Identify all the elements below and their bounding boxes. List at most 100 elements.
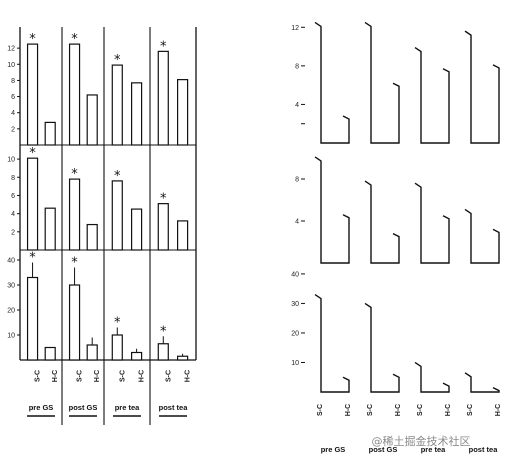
step-outline-panel2-post-gs [364, 180, 400, 264]
left-bar-label-pre-tea-s-c: S-C [119, 370, 126, 382]
significance-star-panel2-post-gs: * [71, 167, 78, 182]
step-outline-panel3-post-tea [464, 372, 500, 393]
left-panel-1-tick-label-10: 10 [7, 62, 15, 69]
right-bar-label-post-tea-h-c: H-C [495, 404, 502, 416]
left-panel-3-tick-label-40: 40 [7, 258, 15, 265]
significance-star-panel3-pre-gs: * [29, 251, 36, 266]
bar-panel1-pre-tea-s-c [111, 64, 123, 146]
bar-panel2-post-tea-h-c [177, 220, 189, 251]
left-bar-label-pre-gs-s-c: S-C [35, 370, 42, 382]
bar-panel3-post-gs-h-c [86, 344, 98, 361]
bar-panel1-pre-gs-s-c [26, 43, 39, 146]
bar-panel3-post-tea-h-c [177, 355, 189, 361]
right-bar-label-post-tea-s-c: S-C [467, 404, 474, 416]
bar-panel3-pre-tea-s-c [111, 334, 123, 361]
significance-star-panel1-pre-gs: * [29, 32, 36, 47]
left-group-label-pre-gs: pre GS [29, 403, 54, 412]
left-panel-2-tick-label-8: 8 [11, 175, 15, 182]
right-group-label-pre-gs: pre GS [321, 445, 346, 454]
left-panel-2-tick-label-10: 10 [7, 157, 15, 164]
left-panel-2-tick-label-6: 6 [11, 193, 15, 200]
bar-panel1-post-gs-h-c [86, 94, 98, 146]
left-panel-3-tick-label-30: 30 [7, 283, 15, 290]
right-panel-3-tick-label-10: 10 [291, 360, 299, 367]
left-bar-chart: 2 4 6 8 10 12 * * * * 2 4 6 8 10 * * * * 10 20 30 40 * * * * S-C H-C… [7, 27, 197, 425]
step-outline-panel3-pre-gs [314, 293, 350, 393]
right-panel-3-tick-label-20: 20 [291, 330, 299, 337]
step-outline-panel1-post-gs [364, 21, 400, 144]
left-panel-3-tick-label-20: 20 [7, 308, 15, 315]
significance-star-panel2-pre-tea: * [114, 169, 121, 184]
bar-panel3-post-tea-s-c [157, 343, 169, 361]
right-panel-1-tick-label-8: 8 [295, 63, 299, 70]
bar-panel2-pre-tea-h-c [131, 208, 143, 251]
left-panel-1-tick-label-8: 8 [11, 78, 15, 85]
step-outline-panel2-pre-gs [314, 156, 350, 264]
bar-panel3-post-gs-s-c [68, 284, 81, 361]
significance-star-panel2-pre-gs: * [29, 146, 36, 161]
significance-star-panel2-post-tea: * [160, 192, 167, 207]
right-group-label-post-gs: post GS [369, 445, 398, 454]
bar-panel1-post-gs-s-c [68, 43, 81, 146]
right-step-chart: 4 8 12 4 8 10 20 30 40 S-C H-C pre GS S-C H-C post GS S… [291, 21, 502, 454]
significance-star-panel1-post-tea: * [160, 39, 167, 54]
bar-panel1-post-tea-s-c [157, 50, 169, 146]
right-panel-1-tick-label-4: 4 [295, 102, 299, 109]
left-bar-label-post-gs-h-c: H-C [94, 370, 101, 382]
right-panel-2-tick-label-4: 4 [295, 219, 299, 226]
significance-star-panel3-pre-tea: * [114, 316, 121, 331]
left-panel-1-tick-label-6: 6 [11, 94, 15, 101]
bar-panel1-pre-gs-h-c [44, 121, 56, 146]
significance-star-panel1-post-gs: * [71, 32, 78, 47]
left-group-label-post-tea: post tea [159, 403, 189, 412]
step-outline-panel1-pre-tea [414, 46, 450, 144]
left-bar-label-pre-tea-h-c: H-C [139, 370, 146, 382]
right-panel-3-tick-label-30: 30 [291, 301, 299, 308]
step-outline-panel1-post-tea [464, 30, 500, 144]
bar-panel3-pre-gs-s-c [26, 276, 39, 361]
bar-panel2-post-gs-h-c [86, 223, 98, 251]
left-panel-2-tick-label-2: 2 [11, 229, 15, 236]
bar-panel3-pre-tea-h-c [131, 351, 143, 361]
left-panel-3-tick-label-10: 10 [7, 333, 15, 340]
left-panel-1-tick-label-12: 12 [7, 46, 15, 53]
step-outline-panel1-pre-gs [314, 21, 350, 144]
left-group-label-post-gs: post GS [69, 403, 98, 412]
step-outline-panel2-pre-tea [414, 182, 450, 264]
significance-star-panel1-pre-tea: * [114, 53, 121, 68]
bar-panel2-pre-tea-s-c [111, 180, 123, 251]
left-bar-label-pre-gs-h-c: H-C [52, 370, 59, 382]
right-panel-1-tick-label-12: 12 [291, 25, 299, 32]
right-panel-3-tick-label-40: 40 [291, 271, 299, 278]
step-outline-panel3-pre-tea [414, 361, 450, 393]
bar-panel2-pre-gs-h-c [44, 207, 56, 251]
left-group-label-pre-tea: pre tea [115, 403, 140, 412]
left-panel-1-tick-label-4: 4 [11, 110, 15, 117]
right-bar-label-pre-tea-s-c: S-C [417, 404, 424, 416]
watermark-text: @稀土掘金技术社区 [372, 434, 471, 448]
right-bar-label-post-gs-h-c: H-C [395, 404, 402, 416]
right-group-label-post-tea: post tea [469, 445, 499, 454]
left-bar-label-post-gs-s-c: S-C [77, 370, 84, 382]
significance-star-panel3-post-tea: * [160, 324, 167, 339]
bar-panel2-post-gs-s-c [68, 178, 81, 251]
right-panel-2-tick-label-8: 8 [295, 177, 299, 184]
left-bar-label-post-tea-s-c: S-C [165, 370, 172, 382]
right-bar-label-post-gs-s-c: S-C [367, 404, 374, 416]
bar-panel2-post-tea-s-c [157, 203, 169, 251]
bar-panel1-pre-tea-h-c [131, 82, 143, 146]
left-panel-1-tick-label-2: 2 [11, 126, 15, 133]
right-bar-label-pre-gs-h-c: H-C [345, 404, 352, 416]
bar-panel2-pre-gs-s-c [26, 157, 39, 251]
left-bar-label-post-tea-h-c: H-C [185, 370, 192, 382]
left-panel-2-tick-label-4: 4 [11, 211, 15, 218]
right-group-label-pre-tea: pre tea [421, 445, 446, 454]
step-outline-panel3-post-gs [364, 302, 400, 393]
right-bar-label-pre-gs-s-c: S-C [317, 404, 324, 416]
right-bar-label-pre-tea-h-c: H-C [445, 404, 452, 416]
bar-panel1-post-tea-h-c [177, 79, 189, 146]
significance-star-panel3-post-gs: * [71, 256, 78, 271]
bar-panel3-pre-gs-h-c [44, 346, 56, 361]
step-outline-panel2-post-tea [464, 208, 500, 264]
